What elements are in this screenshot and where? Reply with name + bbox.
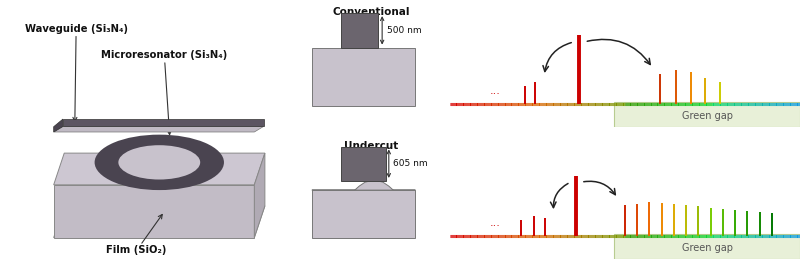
Polygon shape [312, 180, 415, 190]
Polygon shape [54, 119, 63, 132]
Bar [614, 102, 800, 127]
Bar [312, 190, 415, 238]
Text: Waveguide (Si₃N₄): Waveguide (Si₃N₄) [25, 24, 128, 121]
Text: ...: ... [490, 86, 501, 96]
Bar [342, 13, 378, 48]
Polygon shape [54, 126, 263, 132]
Text: Green gap: Green gap [682, 243, 733, 253]
Text: Film (SiO₂): Film (SiO₂) [106, 214, 167, 256]
Text: ...: ... [490, 218, 501, 228]
Bar [342, 147, 386, 181]
Text: 605 nm: 605 nm [394, 159, 428, 168]
Text: Green gap: Green gap [682, 111, 733, 121]
Bar [312, 48, 415, 106]
Polygon shape [54, 206, 265, 238]
Polygon shape [254, 153, 265, 238]
Bar [614, 234, 800, 259]
Ellipse shape [94, 135, 224, 190]
Polygon shape [54, 185, 254, 238]
Polygon shape [54, 153, 265, 185]
Text: 500 nm: 500 nm [386, 26, 422, 35]
Text: Undercut: Undercut [344, 141, 398, 151]
Text: Microresonator (Si₃N₄): Microresonator (Si₃N₄) [102, 50, 227, 135]
Text: Conventional: Conventional [332, 7, 410, 17]
Ellipse shape [118, 145, 200, 180]
Polygon shape [63, 119, 263, 126]
